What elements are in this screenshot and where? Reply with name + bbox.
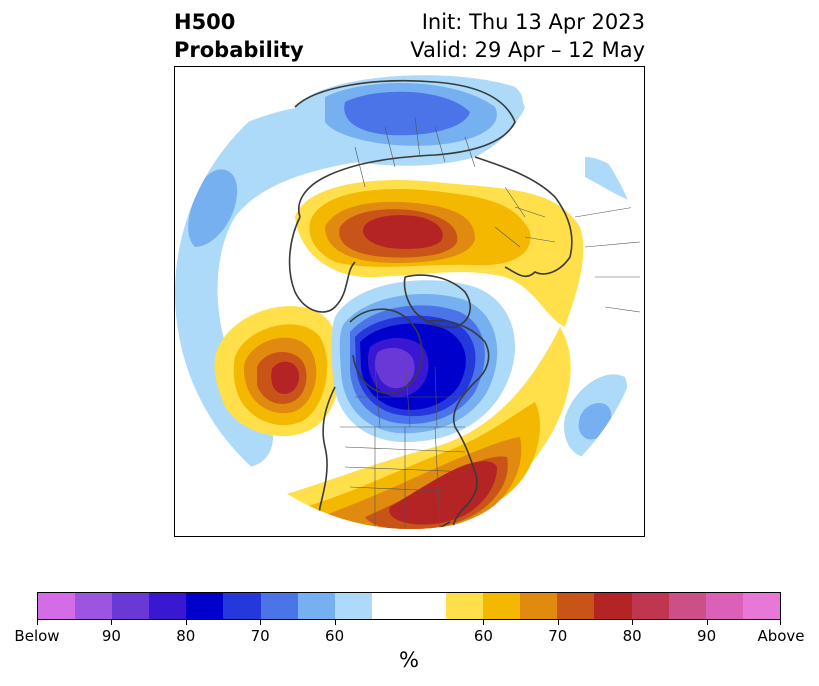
colorbar-tick-mark bbox=[632, 620, 634, 625]
anomaly-deep-blue-north bbox=[344, 91, 470, 136]
colorbar-segment bbox=[38, 593, 76, 619]
colorbar-tick-mark bbox=[706, 620, 708, 625]
colorbar-tick-mark bbox=[483, 620, 485, 625]
colorbar-tick-mark bbox=[111, 620, 113, 625]
colorbar-segment bbox=[223, 593, 261, 619]
colorbar-tick-mark bbox=[334, 620, 336, 625]
colorbar-tick-label: 80 bbox=[622, 627, 642, 645]
colorbar-tick-label: Above bbox=[757, 627, 805, 645]
colorbar-tick-label: 80 bbox=[176, 627, 196, 645]
colorbar-tick-label: 60 bbox=[473, 627, 493, 645]
colorbar-tick-label: 70 bbox=[250, 627, 270, 645]
colorbar-segment bbox=[408, 593, 447, 619]
colorbar-tick-label: 70 bbox=[548, 627, 568, 645]
map-dates: Init: Thu 13 Apr 2023 Valid: 29 Apr – 12… bbox=[410, 8, 645, 64]
map-canvas bbox=[175, 75, 641, 529]
colorbar-segment bbox=[112, 593, 150, 619]
border-lines-asia bbox=[354, 116, 476, 188]
colorbar-tick-label: 60 bbox=[325, 627, 345, 645]
coastlines bbox=[288, 79, 573, 529]
colorbar-tick-label: 90 bbox=[697, 627, 717, 645]
political-borders bbox=[340, 116, 641, 529]
coast-greenland bbox=[403, 274, 471, 329]
colorbar-tick-mark bbox=[37, 620, 38, 625]
init-date: Init: Thu 13 Apr 2023 bbox=[421, 10, 645, 34]
colorbar-segment bbox=[297, 593, 335, 619]
anomaly-red-east bbox=[389, 461, 497, 525]
colorbar-tick-mark bbox=[260, 620, 262, 625]
valid-range: Valid: 29 Apr – 12 May bbox=[410, 38, 645, 62]
coast-hudson-bay bbox=[424, 319, 490, 428]
title-metric: Probability bbox=[174, 38, 304, 62]
border-lines-canada bbox=[355, 356, 465, 428]
colorbar-segment bbox=[594, 593, 632, 619]
border-lines-europe bbox=[494, 186, 556, 248]
anomaly-blue-west bbox=[188, 169, 238, 247]
colorbar-segment bbox=[705, 593, 743, 619]
coast-arctic-canada bbox=[349, 308, 423, 394]
anomaly-light-blue-ring bbox=[175, 82, 525, 468]
colorbar-tick-mark bbox=[780, 620, 781, 625]
map-title: H500 Probability bbox=[174, 8, 304, 64]
title-variable: H500 bbox=[174, 10, 236, 34]
colorbar-segment bbox=[742, 593, 780, 619]
colorbar-tick-mark bbox=[185, 620, 187, 625]
colorbar-segment bbox=[483, 593, 521, 619]
colorbar-segment bbox=[334, 593, 372, 619]
colorbar-segment bbox=[260, 593, 298, 619]
colorbar-tick-label: 90 bbox=[101, 627, 121, 645]
anomaly-violet-center bbox=[375, 347, 415, 389]
colorbar-tick-mark bbox=[557, 620, 559, 625]
coast-eurasia-north bbox=[294, 79, 516, 218]
colorbar-tick-label: Below bbox=[14, 627, 60, 645]
colorbar-segment bbox=[446, 593, 484, 619]
polar-map bbox=[174, 66, 645, 537]
colorbar-segment bbox=[520, 593, 558, 619]
colorbar-segment bbox=[557, 593, 595, 619]
colorbar-segment bbox=[149, 593, 187, 619]
anomaly-light-blue-ne bbox=[585, 157, 640, 202]
anomaly-red-north bbox=[362, 215, 443, 249]
colorbar-unit-label: % bbox=[399, 648, 419, 672]
border-lines-africa bbox=[574, 206, 641, 313]
coast-asia-east bbox=[288, 216, 356, 313]
colorbar-segment bbox=[631, 593, 669, 619]
colorbar-segment bbox=[371, 593, 409, 619]
anomaly-red-west bbox=[271, 361, 300, 394]
colorbar-segment bbox=[668, 593, 706, 619]
coast-us-east bbox=[452, 426, 478, 529]
colorbar bbox=[37, 592, 781, 620]
border-lines-us bbox=[340, 426, 471, 529]
colorbar-segment bbox=[75, 593, 113, 619]
coast-europe bbox=[474, 156, 573, 277]
colorbar-segment bbox=[186, 593, 224, 619]
